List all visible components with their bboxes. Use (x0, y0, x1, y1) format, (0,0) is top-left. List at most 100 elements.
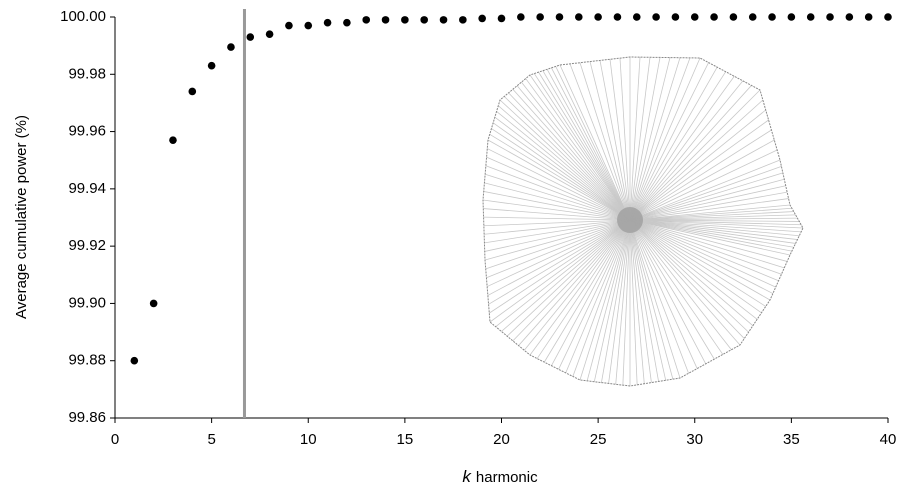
spoke (579, 62, 631, 221)
spoke (629, 219, 749, 333)
spoke (558, 219, 631, 370)
x-tick-label: 40 (880, 431, 897, 448)
spoke (629, 57, 701, 221)
spoke (629, 219, 715, 360)
spoke (629, 109, 766, 221)
point (536, 13, 544, 21)
point (690, 13, 699, 21)
point (845, 13, 854, 21)
spoke (559, 64, 631, 221)
point (169, 136, 177, 144)
spoke (508, 92, 631, 221)
spoke (629, 57, 681, 221)
spoke (629, 219, 802, 226)
spoke (536, 219, 631, 359)
spoke (629, 219, 645, 384)
spoke (629, 71, 727, 221)
spoke (629, 219, 698, 369)
y-tick-label: 99.98 (68, 65, 106, 82)
y-tick-label: 100.00 (60, 8, 106, 25)
point (227, 43, 235, 51)
spoke (483, 208, 631, 221)
outline (482, 56, 804, 387)
spoke (629, 219, 766, 307)
spoke (516, 85, 631, 221)
spoke (485, 219, 631, 270)
spoke (629, 219, 754, 327)
spoke (512, 219, 631, 342)
point (381, 16, 390, 24)
spoke (629, 57, 641, 221)
y-axis-label: Average cumulative power (%) (13, 115, 30, 319)
spoke (525, 78, 631, 221)
x-tick-label: 10 (300, 431, 317, 448)
spoke (629, 80, 744, 221)
spoke (609, 59, 631, 221)
spoke (629, 166, 782, 221)
y-tick-label: 99.88 (68, 352, 106, 369)
point (343, 18, 351, 27)
spoke (565, 219, 631, 374)
spoke (629, 219, 652, 383)
spoke (546, 69, 631, 221)
spoke (484, 182, 631, 221)
spoke (486, 219, 631, 279)
spoke (496, 111, 631, 221)
point (497, 14, 506, 23)
spoke (572, 219, 631, 377)
point (710, 13, 718, 21)
y-tick-label: 99.90 (68, 294, 106, 311)
spoke (506, 219, 631, 337)
spoke (489, 219, 631, 323)
point (787, 13, 796, 21)
point (613, 13, 622, 21)
spoke (593, 219, 631, 382)
x-tick-label: 20 (493, 431, 510, 448)
center (617, 207, 643, 233)
spoke (629, 85, 752, 221)
spoke (629, 211, 794, 221)
spoke (629, 219, 800, 237)
spoke (629, 207, 792, 221)
x-tick-label: 0 (111, 431, 119, 448)
point (729, 13, 738, 21)
point (478, 14, 486, 23)
spoke (629, 119, 769, 221)
spoke (498, 105, 631, 221)
spoke (501, 219, 631, 332)
spoke (495, 219, 631, 328)
spoke (622, 219, 631, 386)
spoke (629, 219, 732, 350)
spoke (629, 219, 798, 240)
point (517, 13, 525, 21)
spoke (485, 173, 631, 221)
spoke (629, 219, 794, 248)
spoke (486, 219, 631, 287)
spoke (523, 219, 631, 351)
point (864, 13, 873, 21)
spoke (629, 219, 792, 252)
spoke (629, 219, 689, 374)
spoke (629, 219, 785, 269)
point (420, 16, 429, 24)
x-tick-label: 25 (590, 431, 607, 448)
spoke (629, 219, 667, 381)
point (632, 13, 641, 21)
spoke (615, 219, 631, 385)
x-tick-label: 5 (207, 431, 215, 448)
point (246, 33, 255, 41)
spoke (489, 219, 631, 314)
spoke (488, 219, 631, 305)
x-tick-label: 15 (397, 431, 414, 448)
point (652, 13, 660, 21)
spoke (483, 191, 631, 221)
y-tick-label: 99.96 (68, 123, 106, 140)
spoke (533, 73, 631, 221)
spoke (629, 219, 796, 244)
spoke (629, 219, 674, 380)
spoke (484, 219, 631, 261)
x-axis-label-var: k (462, 467, 472, 486)
spoke (487, 219, 631, 296)
spoke (629, 219, 681, 379)
